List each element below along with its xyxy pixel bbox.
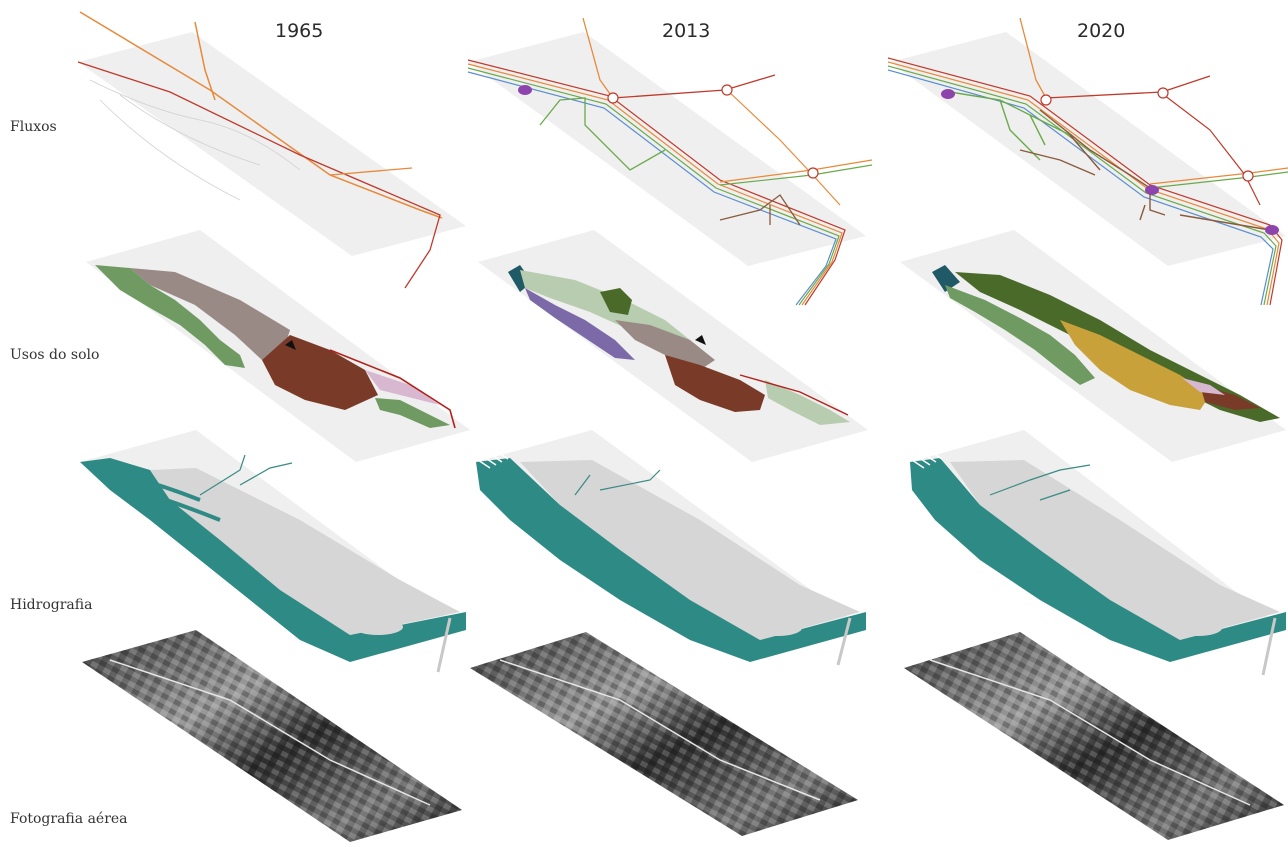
row-label-fluxos: Fluxos	[10, 119, 57, 135]
brown-path-2013	[719, 194, 801, 226]
junction-node-2013-a	[607, 92, 619, 104]
pier-2020	[1261, 617, 1277, 676]
land-2020	[950, 460, 1280, 640]
green-network-2020	[949, 91, 1071, 161]
usos-panel-1965	[86, 230, 470, 462]
pale-pink-1965	[365, 370, 440, 405]
black-spot-1965	[285, 340, 296, 350]
hidro-panel-2013	[476, 430, 866, 666]
inland-streams-2013	[574, 469, 661, 496]
ochre-2020	[1060, 320, 1210, 410]
aerial-road-2013	[499, 659, 821, 801]
fluxos-panel-2020	[887, 17, 1288, 306]
veg-green-1965-b	[375, 398, 450, 428]
aerial-road-2020	[929, 659, 1251, 806]
hidro-panel-2020	[910, 430, 1286, 676]
road-orange-branch-1965	[194, 21, 216, 101]
inland-streams-2020	[989, 464, 1091, 501]
multi-rail-blue-2020	[887, 69, 1274, 306]
multi-rail-blue-2013	[467, 71, 837, 306]
red-edge-1965	[329, 349, 456, 429]
road-red-1965	[77, 61, 441, 289]
pale-green-east-2013	[765, 380, 850, 425]
red-edge-2013	[739, 374, 849, 416]
row-label-usos-do-solo: Usos do solo	[10, 347, 100, 363]
faint-channels-1965	[89, 79, 301, 201]
aerial-road-1965	[109, 659, 431, 806]
multi-rail-red-2020	[887, 57, 1283, 306]
field-dark-1965	[262, 335, 378, 410]
multi-rail-orange-2020	[887, 61, 1280, 306]
violet-node-2013	[518, 85, 532, 95]
fluxos-plate-2013	[468, 32, 866, 266]
aerial-photo-texture-2020	[904, 632, 1284, 840]
fluxos-plate-1965	[78, 32, 466, 256]
forest-patch-2013	[600, 288, 632, 315]
usos-panel-2020	[900, 230, 1286, 462]
photo-panel-2020	[904, 632, 1284, 840]
land-1965	[150, 468, 460, 635]
multi-rail-red-2013	[467, 59, 846, 306]
violet-node-2020-a	[941, 89, 955, 99]
field-grey-1965	[130, 268, 290, 360]
violet-node-2020-b	[1145, 185, 1159, 195]
junction-node-2020-b	[1157, 87, 1169, 99]
row-label-hidrografia: Hidrografia	[10, 597, 93, 613]
aerial-photo-texture-1965	[82, 630, 462, 842]
violet-strip-2013	[525, 288, 635, 360]
green-path-2013	[539, 97, 666, 171]
junction-node-2020-a	[1040, 94, 1052, 106]
junction-node-2020-c	[1242, 170, 1254, 182]
row-label-fotografia-aerea: Fotografia aérea	[10, 811, 128, 827]
pale-pink-2020	[1182, 378, 1225, 395]
pale-green-2020	[945, 285, 1095, 385]
usos-panel-2013	[478, 230, 868, 462]
road-orange-east-2013	[726, 89, 841, 206]
year-label-2020: 2020	[1077, 20, 1126, 42]
veg-green-1965-a	[95, 265, 245, 368]
water-stripes-2013	[477, 450, 509, 469]
island-1965	[353, 619, 403, 635]
year-label-1965: 1965	[275, 20, 324, 42]
water-stripes-2020	[911, 450, 943, 469]
junction-node-2013-c	[807, 167, 819, 179]
fluxos-panel-2013	[467, 17, 873, 306]
land-2013	[520, 460, 860, 640]
photo-panel-2013	[470, 632, 858, 836]
pier-1965	[436, 617, 452, 673]
brown-network-2020	[1019, 109, 1271, 231]
year-label-2013: 2013	[662, 20, 711, 42]
inland-streams-1965	[199, 454, 293, 496]
photo-panel-1965	[82, 630, 462, 842]
multi-rail-green-2020	[887, 65, 1277, 306]
island-2020	[1174, 620, 1222, 636]
fluxos-panel-1965	[77, 11, 466, 289]
water-channels-1965	[99, 468, 251, 572]
water-2020	[910, 458, 1286, 662]
field-dark-2013	[665, 355, 765, 412]
road-orange-north-2013	[582, 17, 614, 99]
violet-node-2020-c	[1265, 225, 1279, 235]
multi-rail-orange-2013	[467, 63, 843, 306]
field-grey-2013	[615, 320, 715, 370]
black-spot-2013	[695, 335, 706, 345]
water-2013	[476, 458, 866, 662]
island-2013	[754, 620, 802, 636]
teal-block-2020	[932, 265, 960, 292]
hidro-panel-1965	[80, 430, 466, 673]
junction-node-2013-b	[721, 84, 733, 96]
road-orange-east-1965	[329, 167, 413, 176]
aerial-photo-texture-2013	[470, 632, 858, 836]
road-orange-north-2020	[1019, 17, 1047, 99]
water-1965	[80, 458, 466, 662]
road-red-south-2020	[1163, 94, 1261, 206]
pier-2013	[836, 617, 852, 666]
